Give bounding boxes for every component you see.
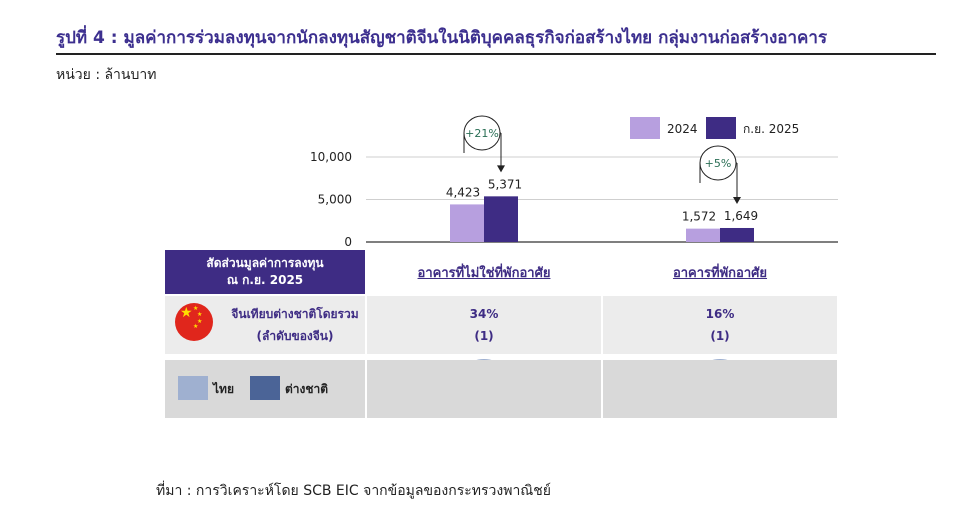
china-share-value: 34% bbox=[469, 307, 499, 321]
china-row-label: จีนเทียบต่างชาติโดยรวม (ลำดับของจีน) bbox=[220, 303, 370, 347]
foreign-legend-swatch bbox=[250, 376, 280, 400]
china-share-value: 16% bbox=[705, 307, 735, 321]
ownership-row-cell-non-residential bbox=[367, 360, 601, 418]
bar-value-label: 1,649 bbox=[724, 209, 758, 223]
bar-2025-1 bbox=[720, 227, 754, 242]
y-tick-label: 10,000 bbox=[310, 150, 352, 164]
thai-legend-label: ไทย bbox=[213, 382, 234, 396]
legend-swatch bbox=[706, 117, 736, 139]
legend-label: ก.ย. 2025 bbox=[743, 122, 799, 136]
table-header-left-line1: สัดส่วนมูลค่าการลงทุน bbox=[206, 256, 324, 270]
growth-label: +5% bbox=[705, 157, 732, 170]
bar-2024-1 bbox=[686, 228, 720, 242]
column-header-residential: อาคารที่พักอาศัย bbox=[672, 265, 768, 281]
unit-label: หน่วย : ล้านบาท bbox=[56, 67, 157, 83]
bar-value-label: 1,572 bbox=[682, 210, 716, 224]
ownership-row-cell-residential bbox=[603, 360, 837, 418]
source-note: ที่มา : การวิเคราะห์โดย SCB EIC จากข้อมู… bbox=[156, 483, 552, 499]
title-divider bbox=[56, 53, 936, 55]
growth-label: +21% bbox=[465, 127, 499, 140]
y-tick-label: 5,000 bbox=[318, 193, 352, 207]
china-share-non-residential: 34% (1) bbox=[367, 303, 601, 347]
figure-title: รูปที่ 4 : มูลค่าการร่วมลงทุนจากนักลงทุน… bbox=[56, 28, 828, 48]
table-header-left: สัดส่วนมูลค่าการลงทุน ณ ก.ย. 2025 bbox=[165, 250, 365, 294]
thai-legend-swatch bbox=[178, 376, 208, 400]
china-rank-value: (1) bbox=[474, 329, 494, 343]
china-row-label-line2: (ลำดับของจีน) bbox=[256, 329, 334, 343]
china-row-cell-non-residential bbox=[367, 296, 601, 354]
china-rank-value: (1) bbox=[710, 329, 730, 343]
china-share-residential: 16% (1) bbox=[603, 303, 837, 347]
y-tick-label: 0 bbox=[344, 235, 352, 249]
bar-value-label: 5,371 bbox=[488, 177, 522, 191]
growth-arrowhead bbox=[733, 196, 741, 204]
column-header-non-residential: อาคารที่ไม่ใช่ที่พักอาศัย bbox=[417, 265, 551, 281]
china-row-cell-residential bbox=[603, 296, 837, 354]
growth-arrowhead bbox=[497, 165, 505, 173]
legend-label: 2024 bbox=[667, 122, 698, 136]
legend-swatch bbox=[630, 117, 660, 139]
table-header-left-line2: ณ ก.ย. 2025 bbox=[226, 273, 304, 287]
bar-value-label: 4,423 bbox=[446, 185, 480, 199]
bar-2025-0 bbox=[484, 196, 518, 242]
china-flag-icon: ★ ★ ★ ★ ★ bbox=[175, 303, 213, 341]
foreign-legend-label: ต่างชาติ bbox=[285, 382, 329, 396]
bar-2024-0 bbox=[450, 204, 484, 242]
china-row-label-line1: จีนเทียบต่างชาติโดยรวม bbox=[231, 307, 359, 321]
